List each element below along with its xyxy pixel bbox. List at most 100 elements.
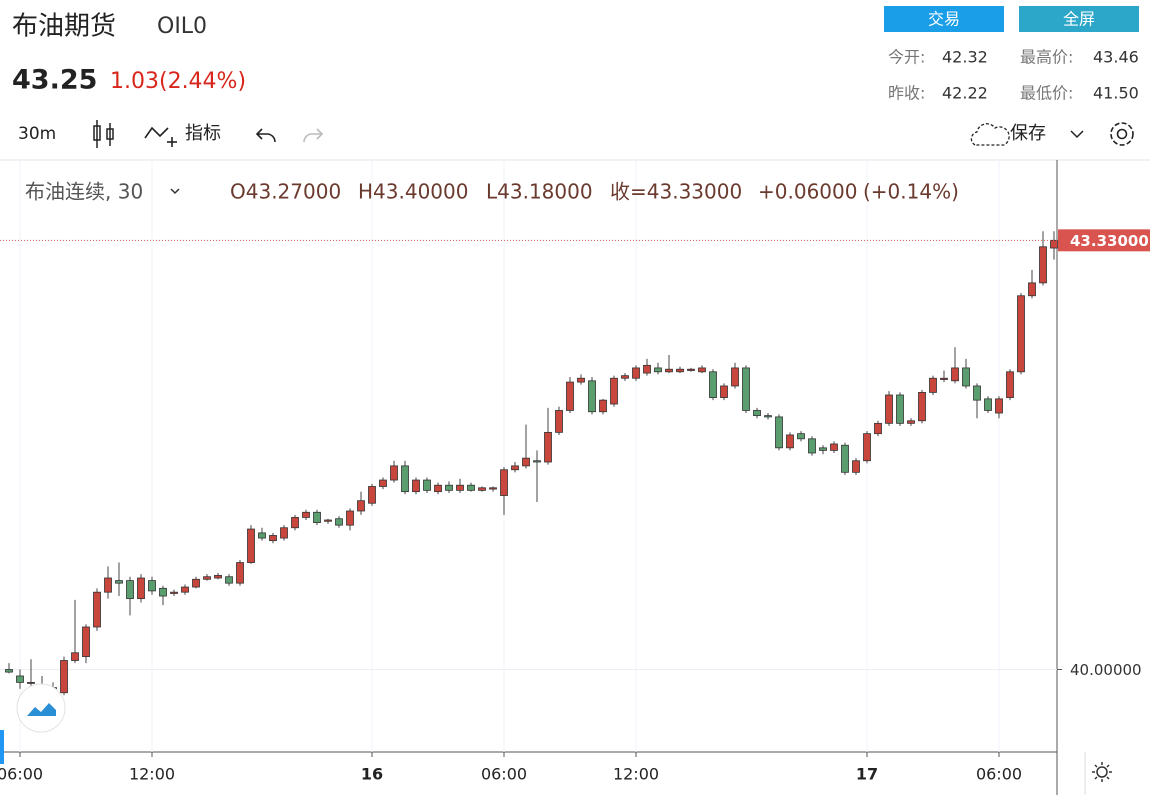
- candle-body: [599, 399, 607, 413]
- side-tab[interactable]: [0, 730, 4, 764]
- candle-body: [731, 367, 739, 387]
- candle-body: [71, 652, 79, 661]
- candle-body: [973, 385, 981, 401]
- settings-icon[interactable]: [1110, 122, 1134, 146]
- candle-body: [533, 460, 541, 463]
- candle-body: [720, 385, 728, 398]
- interval[interactable]: 30m: [18, 124, 56, 144]
- title: 布油期货: [12, 12, 116, 42]
- candle-body: [654, 367, 662, 373]
- candle-body: [643, 364, 651, 374]
- candle-body: [610, 377, 618, 405]
- candle-body: [302, 511, 310, 518]
- candle-body: [951, 367, 959, 382]
- last-price-box: [1058, 229, 1150, 252]
- candle-icon[interactable]: [93, 120, 114, 148]
- candle-body: [5, 669, 13, 673]
- legend-low: L43.18000: [486, 180, 593, 204]
- candle-body: [621, 375, 629, 379]
- candle-body: [929, 377, 937, 393]
- candle-body: [511, 465, 519, 471]
- candle-body: [1006, 371, 1014, 398]
- trade-button[interactable]: [884, 6, 1004, 32]
- candle-body: [148, 580, 156, 592]
- y-tick-label: 40.00000: [1070, 661, 1142, 679]
- save-chevron[interactable]: [1070, 130, 1084, 139]
- candle-body: [126, 580, 134, 600]
- candle-body: [489, 487, 497, 490]
- candle-body: [170, 591, 178, 594]
- stat-label: 昨收:: [888, 84, 925, 103]
- stat-value: 42.32: [942, 48, 988, 67]
- candle-body: [225, 576, 233, 584]
- candle-body: [852, 460, 860, 473]
- candle-body: [1017, 295, 1025, 373]
- candle-body: [16, 675, 24, 683]
- legend-chevron[interactable]: [170, 188, 180, 195]
- x-tick-label: 06:00: [976, 765, 1022, 784]
- sun-icon[interactable]: [1092, 762, 1112, 782]
- candle-body: [698, 367, 706, 373]
- candle-body: [346, 510, 354, 526]
- undo-icon[interactable]: [255, 128, 276, 143]
- candle-body: [324, 519, 332, 522]
- candle-body: [764, 415, 772, 418]
- candle-body: [115, 580, 123, 584]
- candle-body: [93, 591, 101, 628]
- candle-body: [555, 410, 563, 433]
- change: 1.03(2.44%): [110, 69, 246, 94]
- stat-label: 最低价:: [1020, 84, 1073, 103]
- candle-body: [819, 447, 827, 451]
- stat-value: 41.50: [1093, 84, 1139, 103]
- candle-body: [456, 484, 464, 491]
- candle-body: [214, 575, 222, 579]
- candle-body: [676, 368, 684, 373]
- candle-body: [269, 535, 277, 542]
- candle-body: [753, 410, 761, 417]
- candle-body: [907, 420, 915, 424]
- logo-button[interactable]: [16, 683, 66, 733]
- indicator-icon[interactable]: [144, 126, 177, 147]
- trade-button-label[interactable]: 交易: [928, 10, 960, 29]
- candle-body: [500, 469, 508, 496]
- candle-body: [742, 367, 750, 411]
- candle-body: [962, 367, 970, 387]
- candle-body: [841, 444, 849, 473]
- x-tick-label: 12:00: [613, 765, 659, 784]
- legend-high: H43.40000: [358, 180, 468, 204]
- candle-body: [159, 587, 167, 597]
- stat-label: 今开:: [888, 48, 925, 67]
- candle-body: [401, 465, 409, 493]
- candle-body: [863, 433, 871, 462]
- candle-body: [379, 479, 387, 487]
- candle-body: [577, 377, 585, 383]
- candle-body: [192, 578, 200, 588]
- candle-body: [368, 486, 376, 504]
- candle-body: [1050, 239, 1058, 249]
- candle-body: [423, 479, 431, 491]
- stat-value: 42.22: [942, 84, 988, 103]
- indicators[interactable]: 指标: [185, 123, 221, 144]
- plot: 06:00 12:00 16 06:00 12:00 17 06:00 40.00000 43.…: [0, 160, 1150, 784]
- candle-body: [467, 484, 475, 491]
- cloud-icon[interactable]: [970, 123, 1010, 146]
- candle-body: [918, 392, 926, 422]
- candle-body: [808, 438, 816, 454]
- candle-body: [1039, 246, 1047, 284]
- save[interactable]: 保存: [1010, 123, 1046, 144]
- candle-body: [291, 517, 299, 529]
- fullscreen-button-label[interactable]: 全屏: [1063, 10, 1095, 29]
- candle-body: [82, 626, 90, 658]
- candle-body: [247, 528, 255, 563]
- candle-body: [566, 381, 574, 411]
- candle-body: [775, 416, 783, 449]
- fullscreen-button[interactable]: [1019, 6, 1139, 32]
- legend-symbol: 布油连续, 30: [25, 180, 143, 204]
- candle-body: [137, 577, 145, 600]
- logo-icon: [27, 703, 56, 716]
- candle-body: [984, 398, 992, 411]
- stat-label: 最高价:: [1020, 48, 1073, 67]
- x-tick-label: 06:00: [0, 765, 43, 784]
- redo-icon[interactable]: [303, 128, 324, 143]
